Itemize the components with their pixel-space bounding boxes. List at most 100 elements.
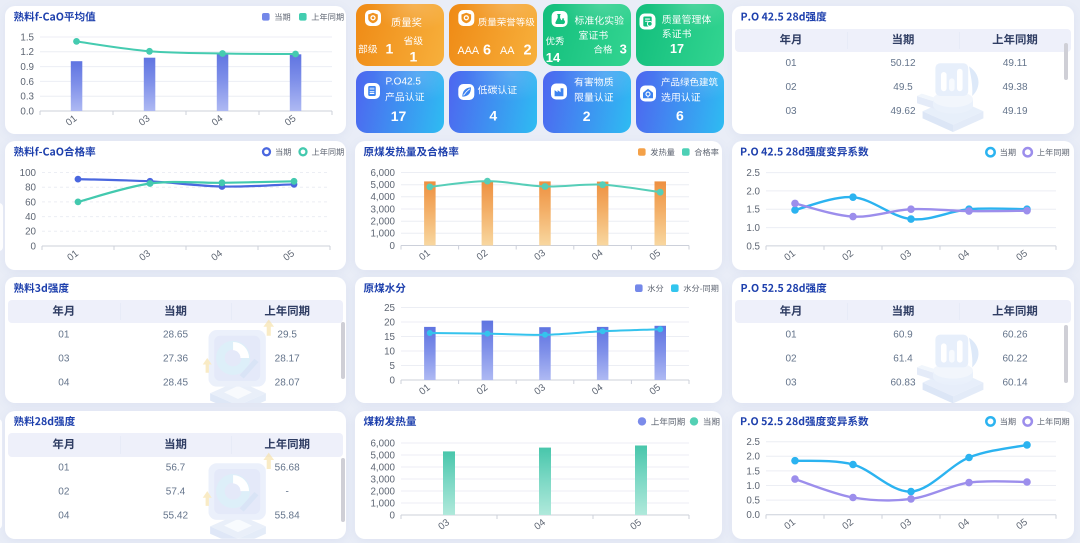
svg-text:0.5: 0.5 <box>746 496 760 507</box>
svg-text:10: 10 <box>384 346 395 357</box>
svg-text:02: 02 <box>475 248 490 263</box>
svg-text:2.5: 2.5 <box>746 437 760 448</box>
svg-text:04: 04 <box>209 248 225 264</box>
svg-text:2: 2 <box>524 43 532 59</box>
svg-text:5,000: 5,000 <box>370 180 395 191</box>
svg-text:02: 02 <box>840 248 855 263</box>
svg-text:6,000: 6,000 <box>370 438 395 449</box>
svg-text:0: 0 <box>390 510 396 521</box>
svg-text:05: 05 <box>648 382 664 398</box>
svg-text:02: 02 <box>475 382 490 397</box>
svg-text:02: 02 <box>785 82 797 93</box>
svg-text:20: 20 <box>384 317 395 328</box>
svg-text:02: 02 <box>840 517 855 532</box>
svg-text:03: 03 <box>898 517 914 533</box>
svg-text:28.65: 28.65 <box>163 329 188 340</box>
svg-text:01: 01 <box>58 463 70 474</box>
svg-text:2.5: 2.5 <box>746 168 760 179</box>
svg-text:17: 17 <box>391 108 407 124</box>
svg-text:02: 02 <box>58 487 70 498</box>
svg-text:49.11: 49.11 <box>1003 58 1028 69</box>
svg-text:1.5: 1.5 <box>746 466 760 477</box>
svg-text:57.4: 57.4 <box>166 487 186 498</box>
svg-text:61.4: 61.4 <box>893 353 913 364</box>
svg-text:01: 01 <box>782 517 797 532</box>
svg-text:1.0: 1.0 <box>746 223 760 234</box>
svg-text:56.68: 56.68 <box>275 463 300 474</box>
svg-text:3,000: 3,000 <box>370 474 395 485</box>
svg-text:03: 03 <box>58 353 70 364</box>
svg-text:0.3: 0.3 <box>20 92 34 103</box>
svg-text:05: 05 <box>281 248 297 264</box>
svg-text:49.38: 49.38 <box>1002 82 1027 93</box>
svg-text:29.5: 29.5 <box>277 329 297 340</box>
svg-text:03: 03 <box>785 377 797 388</box>
svg-text:80: 80 <box>25 183 36 194</box>
svg-text:1: 1 <box>410 49 418 65</box>
svg-text:28.17: 28.17 <box>275 353 300 364</box>
svg-text:4: 4 <box>489 108 497 124</box>
svg-text:04: 04 <box>590 382 606 398</box>
svg-text:04: 04 <box>532 517 548 533</box>
svg-text:2.0: 2.0 <box>746 186 760 197</box>
svg-text:0: 0 <box>390 241 396 252</box>
svg-text:20: 20 <box>25 227 36 238</box>
svg-text:04: 04 <box>956 517 972 533</box>
svg-text:60: 60 <box>25 197 36 208</box>
svg-text:05: 05 <box>648 247 664 263</box>
svg-text:60.83: 60.83 <box>890 377 915 388</box>
svg-text:01: 01 <box>782 248 797 263</box>
svg-text:1.5: 1.5 <box>20 32 34 43</box>
svg-text:55.84: 55.84 <box>275 511 300 522</box>
svg-text:50.12: 50.12 <box>890 58 915 69</box>
svg-text:60.9: 60.9 <box>893 329 913 340</box>
svg-text:0.5: 0.5 <box>746 241 760 252</box>
svg-text:14: 14 <box>546 50 561 65</box>
svg-text:5,000: 5,000 <box>370 450 395 461</box>
svg-text:25: 25 <box>384 303 395 314</box>
svg-text:01: 01 <box>58 329 70 340</box>
svg-text:60.22: 60.22 <box>1002 353 1027 364</box>
svg-text:01: 01 <box>64 113 79 128</box>
svg-text:05: 05 <box>1014 248 1030 264</box>
svg-text:15: 15 <box>384 332 395 343</box>
svg-text:05: 05 <box>1014 517 1030 533</box>
svg-text:03: 03 <box>532 382 548 398</box>
svg-text:1,000: 1,000 <box>370 498 395 509</box>
svg-text:03: 03 <box>137 248 153 264</box>
svg-text:1: 1 <box>386 41 394 57</box>
svg-text:01: 01 <box>417 382 432 397</box>
svg-text:55.42: 55.42 <box>163 511 188 522</box>
svg-text:49.5: 49.5 <box>893 82 913 93</box>
svg-text:AA: AA <box>500 45 515 57</box>
svg-text:03: 03 <box>137 113 153 129</box>
svg-text:27.36: 27.36 <box>163 353 188 364</box>
svg-text:05: 05 <box>283 113 299 129</box>
svg-text:100: 100 <box>20 168 37 179</box>
svg-text:6,000: 6,000 <box>370 168 395 179</box>
svg-text:1.2: 1.2 <box>20 47 34 58</box>
svg-text:5: 5 <box>390 361 396 372</box>
svg-text:05: 05 <box>628 517 644 533</box>
svg-text:0.0: 0.0 <box>20 106 34 117</box>
svg-text:04: 04 <box>956 248 972 264</box>
svg-text:28.45: 28.45 <box>163 377 188 388</box>
svg-text:P.O42.5: P.O42.5 <box>386 77 422 88</box>
svg-text:02: 02 <box>785 353 797 364</box>
svg-text:03: 03 <box>898 248 914 264</box>
svg-text:AAA: AAA <box>458 45 480 57</box>
svg-text:0.6: 0.6 <box>20 77 34 88</box>
svg-text:6: 6 <box>483 43 491 59</box>
svg-text:1.0: 1.0 <box>746 481 760 492</box>
svg-text:60.26: 60.26 <box>1002 329 1027 340</box>
svg-text:0: 0 <box>31 241 37 252</box>
svg-text:17: 17 <box>670 42 684 56</box>
svg-text:01: 01 <box>785 58 797 69</box>
svg-text:0: 0 <box>390 375 396 386</box>
svg-text:03: 03 <box>785 106 797 117</box>
svg-text:04: 04 <box>210 113 226 129</box>
svg-text:-: - <box>285 487 288 498</box>
svg-text:03: 03 <box>532 247 548 263</box>
svg-text:6: 6 <box>676 108 684 124</box>
svg-text:60.14: 60.14 <box>1002 377 1027 388</box>
